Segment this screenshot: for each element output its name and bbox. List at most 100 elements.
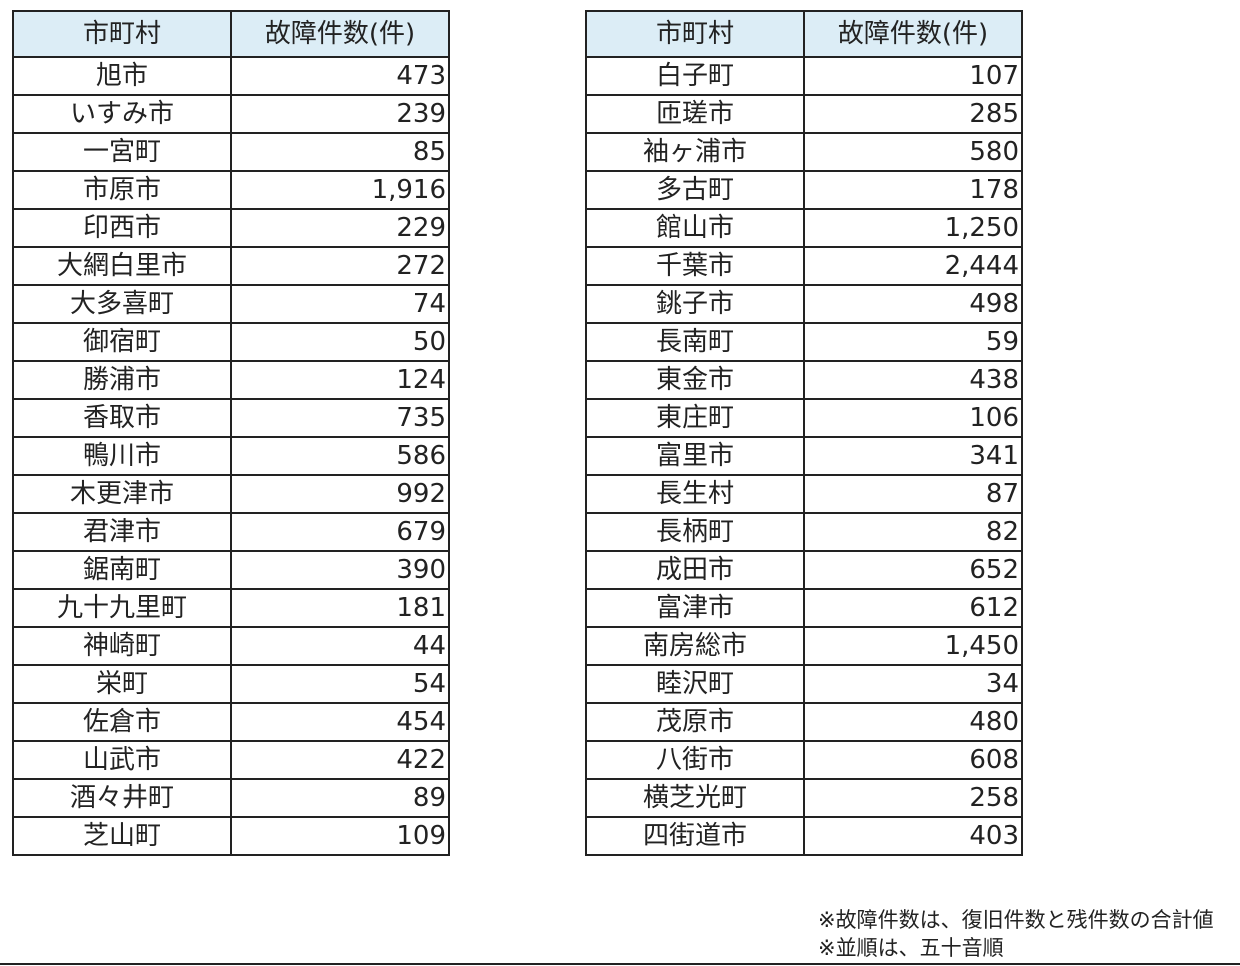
table-body: 白子町 107 匝瑳市 285 袖ヶ浦市 580 多古町 178 館山市 1,250 千葉市 2,44… — [585, 56, 1023, 856]
fault-count-cell: 473 — [230, 56, 450, 96]
header-row: 市町村 故障件数(件) — [585, 10, 1023, 58]
municipality-cell: 旭市 — [12, 56, 232, 96]
fault-count-cell: 89 — [230, 778, 450, 818]
table-row: 市原市 1,916 — [12, 170, 450, 210]
table-row: 白子町 107 — [585, 56, 1023, 96]
table-row: いすみ市 239 — [12, 94, 450, 134]
municipality-cell: 佐倉市 — [12, 702, 232, 742]
municipality-cell: 御宿町 — [12, 322, 232, 362]
table-row: 御宿町 50 — [12, 322, 450, 362]
fault-count-column-header: 故障件数(件) — [803, 10, 1023, 58]
fault-count-cell: 106 — [803, 398, 1023, 438]
municipality-cell: 袖ヶ浦市 — [585, 132, 805, 172]
table-row: 九十九里町 181 — [12, 588, 450, 628]
municipality-cell: 芝山町 — [12, 816, 232, 856]
municipality-cell: 木更津市 — [12, 474, 232, 514]
municipality-cell: 富津市 — [585, 588, 805, 628]
fault-count-cell: 403 — [803, 816, 1023, 856]
fault-count-cell: 181 — [230, 588, 450, 628]
table-row: 千葉市 2,444 — [585, 246, 1023, 286]
table-row: 山武市 422 — [12, 740, 450, 780]
municipality-cell: 長柄町 — [585, 512, 805, 552]
municipality-cell: 大網白里市 — [12, 246, 232, 286]
municipality-cell: 銚子市 — [585, 284, 805, 324]
municipality-cell: 八街市 — [585, 740, 805, 780]
table-row: 勝浦市 124 — [12, 360, 450, 400]
header-row: 市町村 故障件数(件) — [12, 10, 450, 58]
bottom-divider — [0, 963, 1240, 965]
table-row: 四街道市 403 — [585, 816, 1023, 856]
municipality-cell: 勝浦市 — [12, 360, 232, 400]
fault-count-cell: 74 — [230, 284, 450, 324]
table-row: 旭市 473 — [12, 56, 450, 96]
municipality-cell: 睦沢町 — [585, 664, 805, 704]
fault-count-cell: 992 — [230, 474, 450, 514]
table-row: 東庄町 106 — [585, 398, 1023, 438]
table-row: 匝瑳市 285 — [585, 94, 1023, 134]
fault-count-cell: 2,444 — [803, 246, 1023, 286]
municipality-cell: 神崎町 — [12, 626, 232, 666]
municipality-cell: 栄町 — [12, 664, 232, 704]
municipality-cell: 館山市 — [585, 208, 805, 248]
fault-count-cell: 1,450 — [803, 626, 1023, 666]
table-row: 多古町 178 — [585, 170, 1023, 210]
table-row: 茂原市 480 — [585, 702, 1023, 742]
municipality-cell: 東庄町 — [585, 398, 805, 438]
municipality-cell: 匝瑳市 — [585, 94, 805, 134]
municipality-cell: 君津市 — [12, 512, 232, 552]
municipality-cell: 長南町 — [585, 322, 805, 362]
fault-count-cell: 735 — [230, 398, 450, 438]
municipality-cell: 多古町 — [585, 170, 805, 210]
table-row: 君津市 679 — [12, 512, 450, 552]
table-row: 佐倉市 454 — [12, 702, 450, 742]
table-row: 成田市 652 — [585, 550, 1023, 590]
municipality-cell: 長生村 — [585, 474, 805, 514]
fault-count-cell: 178 — [803, 170, 1023, 210]
fault-count-cell: 44 — [230, 626, 450, 666]
fault-count-cell: 87 — [803, 474, 1023, 514]
table-row: 袖ヶ浦市 580 — [585, 132, 1023, 172]
municipality-cell: 酒々井町 — [12, 778, 232, 818]
fault-count-cell: 59 — [803, 322, 1023, 362]
municipality-cell: 茂原市 — [585, 702, 805, 742]
fault-count-cell: 50 — [230, 322, 450, 362]
table-row: 館山市 1,250 — [585, 208, 1023, 248]
table-row: 印西市 229 — [12, 208, 450, 248]
table-row: 大多喜町 74 — [12, 284, 450, 324]
fault-count-cell: 454 — [230, 702, 450, 742]
municipality-cell: 香取市 — [12, 398, 232, 438]
fault-count-cell: 124 — [230, 360, 450, 400]
municipality-cell: 一宮町 — [12, 132, 232, 172]
fault-count-cell: 586 — [230, 436, 450, 476]
fault-count-cell: 258 — [803, 778, 1023, 818]
table-row: 木更津市 992 — [12, 474, 450, 514]
table-row: 睦沢町 34 — [585, 664, 1023, 704]
table-row: 銚子市 498 — [585, 284, 1023, 324]
fault-count-cell: 498 — [803, 284, 1023, 324]
table-row: 神崎町 44 — [12, 626, 450, 666]
municipality-cell: 四街道市 — [585, 816, 805, 856]
fault-count-cell: 608 — [803, 740, 1023, 780]
municipality-cell: 山武市 — [12, 740, 232, 780]
table-row: 富津市 612 — [585, 588, 1023, 628]
municipality-cell: 鴨川市 — [12, 436, 232, 476]
fault-count-cell: 107 — [803, 56, 1023, 96]
footnotes: ※故障件数は、復旧件数と残件数の合計値 ※並順は、五十音順 — [818, 906, 1214, 962]
municipality-cell: 南房総市 — [585, 626, 805, 666]
municipality-cell: 東金市 — [585, 360, 805, 400]
table-row: 酒々井町 89 — [12, 778, 450, 818]
fault-count-cell: 1,250 — [803, 208, 1023, 248]
fault-count-cell: 612 — [803, 588, 1023, 628]
municipality-cell: 市原市 — [12, 170, 232, 210]
fault-count-cell: 82 — [803, 512, 1023, 552]
fault-count-table-right: 市町村 故障件数(件) 白子町 107 匝瑳市 285 袖ヶ浦市 580 多古町 178 館山市… — [585, 10, 1023, 856]
fault-count-cell: 54 — [230, 664, 450, 704]
table-row: 長生村 87 — [585, 474, 1023, 514]
fault-count-cell: 480 — [803, 702, 1023, 742]
table-row: 富里市 341 — [585, 436, 1023, 476]
table-row: 横芝光町 258 — [585, 778, 1023, 818]
table-body: 旭市 473 いすみ市 239 一宮町 85 市原市 1,916 印西市 229 大網白里市 272 大… — [12, 56, 450, 856]
fault-count-column-header: 故障件数(件) — [230, 10, 450, 58]
footnote-sort-order: ※並順は、五十音順 — [818, 936, 1004, 960]
fault-count-cell: 580 — [803, 132, 1023, 172]
